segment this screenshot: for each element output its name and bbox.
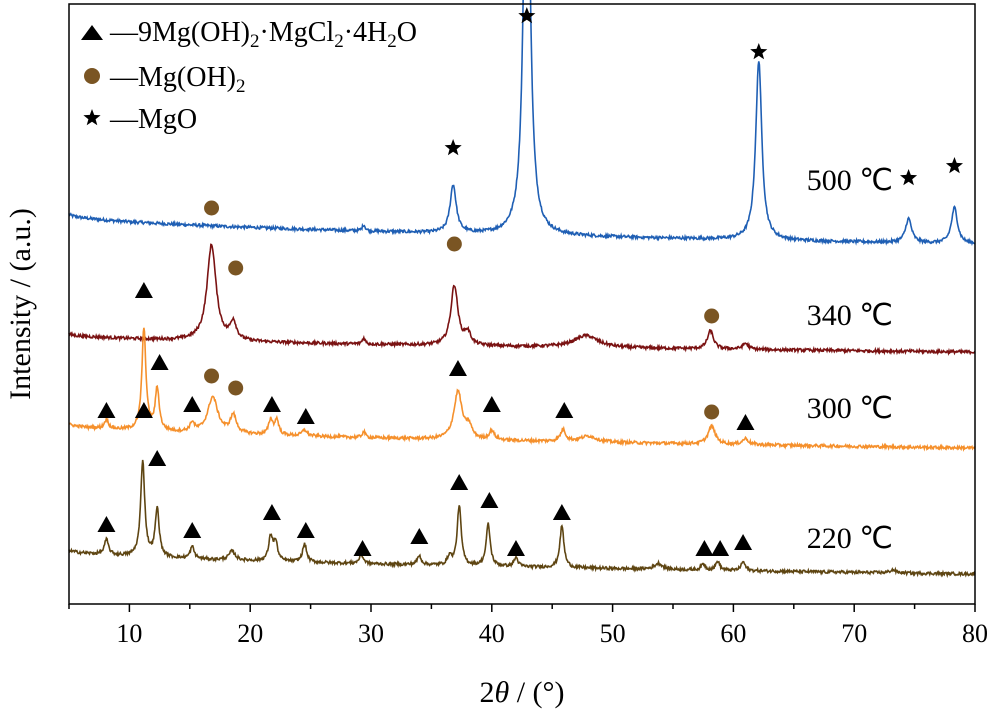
triangle-marker-icon	[262, 504, 281, 520]
legend-text-circle: —Mg(OH)2	[109, 62, 246, 97]
star-marker-icon	[900, 169, 918, 186]
x-tick-label: 70	[841, 619, 867, 648]
triangle-marker-icon	[353, 540, 372, 556]
triangle-marker-icon	[262, 396, 281, 412]
triangle-marker-icon	[552, 504, 571, 520]
triangle-marker-icon	[734, 534, 753, 550]
triangle-marker-icon	[506, 540, 525, 556]
series-label-220: 220 ℃	[807, 522, 893, 555]
y-axis-title: Intensity / (a.u.)	[4, 208, 37, 400]
circle-marker-icon	[204, 368, 220, 384]
series-label-300: 300 ℃	[807, 392, 893, 425]
circle-marker-icon	[204, 200, 220, 216]
x-tick-label: 80	[962, 619, 988, 648]
triangle-marker-icon	[150, 354, 169, 370]
triangle-marker-icon	[134, 282, 153, 298]
x-tick-label: 30	[358, 619, 384, 648]
circle-marker-icon	[704, 308, 720, 324]
x-tick-label: 50	[600, 619, 626, 648]
legend-item-circle: —Mg(OH)2	[84, 62, 246, 97]
x-tick-label: 40	[479, 619, 505, 648]
series-label-500: 500 ℃	[807, 164, 893, 197]
triangle-marker-icon	[448, 360, 467, 376]
x-tick-label: 10	[116, 619, 142, 648]
plot-frame	[68, 3, 976, 605]
triangle-marker-icon	[480, 492, 499, 508]
star-marker-icon	[750, 43, 768, 60]
x-axis-title: 2θ / (°)	[479, 676, 564, 709]
series-line-340	[68, 243, 976, 357]
triangle-marker-icon	[410, 528, 429, 544]
triangle-marker-icon	[97, 516, 116, 532]
triangle-marker-icon	[296, 522, 315, 538]
series-line-300	[68, 327, 976, 452]
triangle-marker-icon	[148, 450, 167, 466]
triangle-marker-icon	[183, 522, 202, 538]
legend-item-star: —MgO	[83, 104, 197, 135]
triangle-marker-icon	[736, 414, 755, 430]
triangle-marker-icon	[711, 540, 730, 556]
legend-text-triangle: —9Mg(OH)2·MgCl2·4H2O	[109, 17, 417, 52]
triangle-marker-icon	[695, 540, 714, 556]
x-axis-ticks	[68, 604, 976, 612]
x-axis-tick-labels: 10 20 30 40 50 60 70 80	[116, 619, 988, 648]
triangle-marker-icon	[450, 474, 469, 490]
circle-marker-icon	[228, 380, 244, 396]
series-label-340: 340 ℃	[807, 299, 893, 332]
star-marker-icon	[83, 109, 101, 126]
circle-marker-icon	[84, 68, 100, 84]
circle-marker-icon	[704, 404, 720, 420]
series-labels: 500 ℃ 340 ℃ 300 ℃ 220 ℃	[807, 164, 893, 555]
triangle-marker-icon	[97, 402, 116, 418]
star-marker-icon	[518, 7, 536, 24]
triangle-marker-icon	[482, 396, 501, 412]
legend-text-star: —MgO	[109, 104, 197, 135]
plot-area	[68, 0, 976, 579]
series-line-500	[68, 0, 976, 247]
star-marker-icon	[444, 139, 462, 156]
x-tick-label: 20	[237, 619, 263, 648]
triangle-marker-icon	[296, 408, 315, 424]
x-tick-label: 60	[720, 619, 746, 648]
circle-marker-icon	[228, 260, 244, 276]
legend: —9Mg(OH)2·MgCl2·4H2O —Mg(OH)2 —MgO	[81, 17, 417, 135]
triangle-marker-icon	[555, 402, 574, 418]
triangle-marker-icon	[81, 25, 103, 40]
star-marker-icon	[945, 157, 963, 174]
circle-marker-icon	[446, 236, 462, 252]
series-line-220	[68, 459, 976, 579]
triangle-marker-icon	[134, 402, 153, 418]
legend-item-triangle: —9Mg(OH)2·MgCl2·4H2O	[81, 17, 417, 52]
triangle-marker-icon	[183, 396, 202, 412]
